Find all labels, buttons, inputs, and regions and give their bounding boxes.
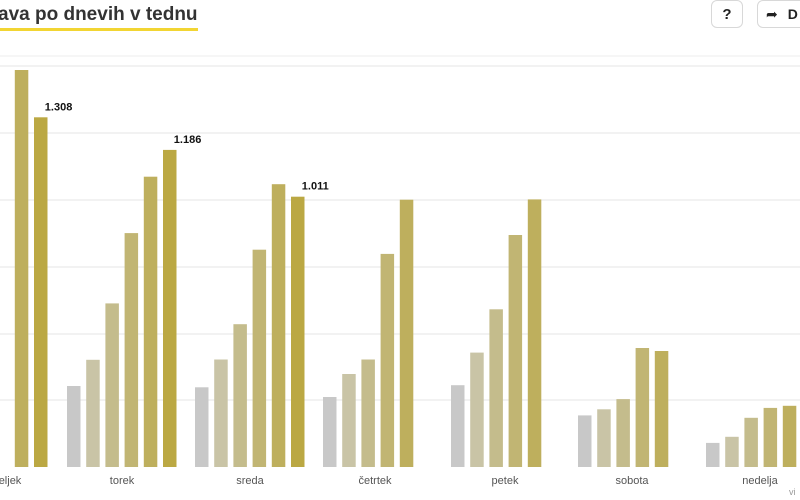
bar[interactable] [763, 407, 778, 467]
x-tick-label: sobota [615, 475, 649, 487]
bar[interactable] [654, 351, 669, 467]
x-tick-label: petek [492, 475, 519, 487]
bar[interactable] [143, 176, 158, 467]
bar[interactable] [86, 359, 100, 467]
x-tick-label: nedelja [742, 475, 778, 487]
bar[interactable] [597, 409, 611, 467]
bar[interactable] [34, 117, 48, 468]
x-tick-label: eljek [0, 475, 22, 487]
share-icon: ➦ [766, 5, 778, 22]
share-button[interactable]: ➦ D [757, 0, 800, 28]
bar[interactable] [527, 199, 542, 467]
data-label: 1.308 [45, 101, 73, 113]
bar[interactable] [252, 249, 267, 467]
bar[interactable] [67, 386, 81, 467]
bar[interactable] [635, 348, 650, 467]
bar[interactable] [744, 417, 758, 467]
bar[interactable] [616, 399, 630, 467]
bar[interactable] [14, 70, 29, 467]
chart-title: ava po dnevih v tednu [0, 3, 198, 31]
x-tick-label: torek [110, 475, 135, 487]
bar[interactable] [124, 233, 139, 467]
bar[interactable] [323, 397, 337, 467]
help-button[interactable]: ? [711, 0, 743, 28]
bar[interactable] [163, 149, 177, 467]
bar[interactable] [291, 196, 305, 467]
bar[interactable] [380, 253, 395, 467]
bar[interactable] [725, 436, 739, 467]
share-label: D [787, 6, 798, 22]
bar[interactable] [489, 309, 503, 467]
bar[interactable] [470, 352, 484, 467]
bar[interactable] [342, 374, 356, 467]
credit-text: vi [789, 487, 796, 497]
bar[interactable] [105, 303, 119, 467]
data-label: 1.011 [302, 181, 329, 193]
bar[interactable] [706, 442, 720, 467]
bar[interactable] [782, 405, 797, 467]
data-label: 1.186 [174, 134, 202, 146]
bar[interactable] [214, 359, 228, 468]
bar[interactable] [399, 199, 414, 467]
help-label: ? [722, 5, 732, 23]
bar[interactable] [195, 387, 209, 467]
bar[interactable] [271, 184, 286, 467]
bar[interactable] [451, 385, 465, 467]
x-tick-label: četrtek [358, 475, 392, 487]
bar[interactable] [361, 359, 375, 468]
bar[interactable] [578, 415, 592, 467]
bar[interactable] [233, 324, 247, 467]
x-tick-label: sreda [236, 475, 264, 487]
bar[interactable] [508, 235, 523, 467]
